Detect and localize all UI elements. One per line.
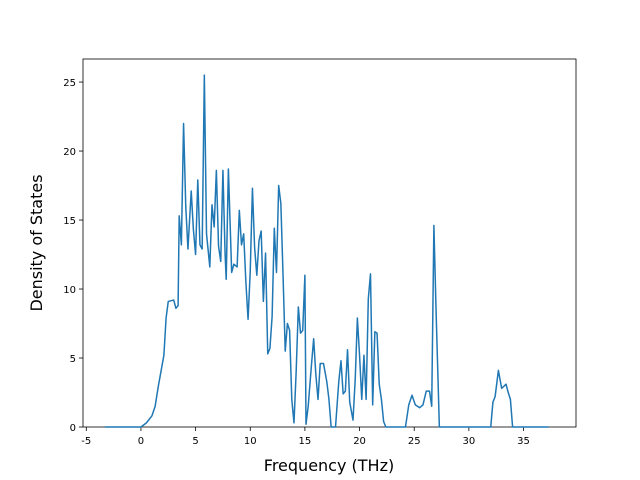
x-tick-label: -5 (81, 436, 91, 447)
y-axis-label: Density of States (27, 174, 46, 311)
y-tick-label: 5 (70, 354, 76, 365)
y-tick-label: 15 (63, 216, 76, 227)
x-tick-label: 25 (408, 436, 421, 447)
y-tick-label: 10 (63, 285, 76, 296)
x-tick-label: 35 (517, 436, 530, 447)
y-tick-label: 20 (63, 147, 76, 158)
x-tick-label: 20 (353, 436, 366, 447)
y-tick-label: 25 (63, 78, 76, 89)
x-tick-label: 10 (244, 436, 257, 447)
data-line (104, 74, 549, 428)
x-axis-label: Frequency (THz) (264, 456, 394, 475)
x-tick-label: 5 (192, 436, 198, 447)
y-tick-label: 0 (70, 423, 76, 434)
x-tick-label: 0 (138, 436, 144, 447)
x-tick-label: 15 (299, 436, 312, 447)
plot-frame (82, 58, 577, 428)
x-tick-label: 30 (463, 436, 476, 447)
